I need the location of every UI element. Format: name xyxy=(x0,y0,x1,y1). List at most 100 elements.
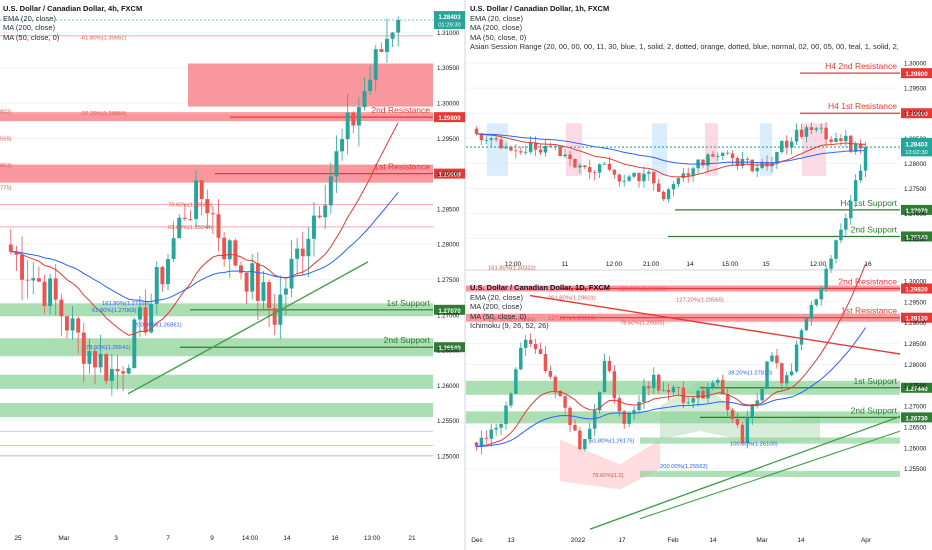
support-zone-4 xyxy=(466,411,900,424)
candle xyxy=(711,154,715,157)
candle xyxy=(474,442,479,447)
candle xyxy=(794,129,799,142)
candle xyxy=(578,165,582,168)
candle xyxy=(671,387,676,393)
session-box xyxy=(487,123,508,176)
candle xyxy=(328,176,333,206)
price-tag xyxy=(434,168,465,179)
candle xyxy=(745,158,750,160)
level-label: 1st Support xyxy=(387,298,431,308)
candle xyxy=(543,353,548,372)
candle xyxy=(182,217,187,219)
ma50-line xyxy=(476,133,866,165)
candle xyxy=(661,389,666,391)
candle xyxy=(588,167,592,173)
candle xyxy=(844,218,848,230)
y-tick-label: 1.30000 xyxy=(904,279,927,286)
resistance-zone-upper xyxy=(188,63,433,107)
price-tag xyxy=(901,204,932,215)
candle xyxy=(676,387,681,388)
support-zone-lowest xyxy=(0,402,433,418)
candle xyxy=(647,171,651,174)
candle xyxy=(785,140,789,148)
panel-4h[interactable]: 2nd Resistance 1.29800 1st Resistance 1.290… xyxy=(0,11,465,542)
candle xyxy=(720,379,725,395)
candle xyxy=(681,173,686,179)
price-tag-text: 1.26540 xyxy=(905,234,928,241)
candle xyxy=(317,215,322,218)
x-tick-label: 9 xyxy=(210,535,214,542)
y-tick-label: 1.29500 xyxy=(904,86,927,93)
candle xyxy=(863,147,868,171)
y-tick-label: 1.27500 xyxy=(904,383,927,390)
x-tick-label: 13 xyxy=(507,537,515,544)
candle xyxy=(154,267,159,305)
candle xyxy=(205,199,210,214)
candle xyxy=(351,112,356,126)
candle xyxy=(760,388,764,401)
candle xyxy=(250,263,255,292)
ichimoku-cloud xyxy=(660,381,820,444)
price-tag xyxy=(434,342,465,353)
candle xyxy=(216,214,221,238)
support-band-lower xyxy=(640,470,900,478)
candle xyxy=(199,180,204,200)
fib-label: 78.60%(1.29005) xyxy=(620,321,665,327)
y-tick-label: 1.28000 xyxy=(437,242,460,249)
x-tick-label: 2022 xyxy=(571,537,586,544)
candle xyxy=(730,409,735,419)
candle xyxy=(499,423,503,428)
y-tick-label: 1.25000 xyxy=(437,453,460,460)
candle xyxy=(64,316,69,331)
candle xyxy=(858,170,863,181)
candle xyxy=(814,128,819,130)
y-tick-label: 1.26000 xyxy=(437,383,460,390)
candle xyxy=(514,150,518,152)
candle xyxy=(701,159,705,166)
fib-label: 127.20%(1.29565) xyxy=(676,297,724,303)
support-zone-lower xyxy=(0,374,433,389)
candle xyxy=(143,307,148,333)
candle xyxy=(775,152,779,163)
candle xyxy=(368,79,373,91)
candle xyxy=(755,400,759,405)
price-tag xyxy=(901,68,932,79)
level-label: 2nd Support xyxy=(851,224,898,234)
support-band xyxy=(640,437,900,444)
candle xyxy=(489,429,493,439)
fib-edge-label: 565) xyxy=(0,136,12,142)
candle xyxy=(48,278,53,306)
x-tick-label: 12:00 xyxy=(505,261,522,268)
candle xyxy=(300,248,305,257)
candle xyxy=(745,417,750,443)
ma50-line xyxy=(10,192,399,303)
x-tick-label: 14 xyxy=(686,261,694,268)
candle xyxy=(642,386,646,402)
candle xyxy=(115,368,120,372)
level-label: 1st Resistance xyxy=(841,306,897,316)
y-tick-label: 1.26500 xyxy=(437,348,460,355)
y-tick-label: 1.28000 xyxy=(904,161,927,168)
candle xyxy=(149,304,154,333)
level-label: H4 1st Support xyxy=(840,198,897,208)
panel-1d[interactable]: 2nd Resistance 1.29820 1st Resistance 1.291… xyxy=(466,138,932,544)
candle xyxy=(686,173,690,176)
candle xyxy=(53,278,58,300)
candle xyxy=(227,240,232,260)
y-tick-label: 1.29000 xyxy=(437,171,460,178)
candle xyxy=(494,427,498,430)
candle xyxy=(789,371,794,376)
candle xyxy=(166,259,170,285)
candle xyxy=(637,172,641,182)
price-tag-text: 1.29120 xyxy=(905,316,928,323)
candle xyxy=(87,351,92,364)
candle xyxy=(479,437,484,447)
candle xyxy=(834,138,838,143)
fib-edge-label: 802) xyxy=(0,110,12,116)
y-tick-label: 1.29500 xyxy=(904,299,927,306)
candle xyxy=(804,127,809,137)
y-tick-label: 1.26000 xyxy=(904,445,927,452)
fib-label: 38.20%(1.27810) xyxy=(728,370,773,376)
x-tick-label: Mar xyxy=(58,535,70,542)
